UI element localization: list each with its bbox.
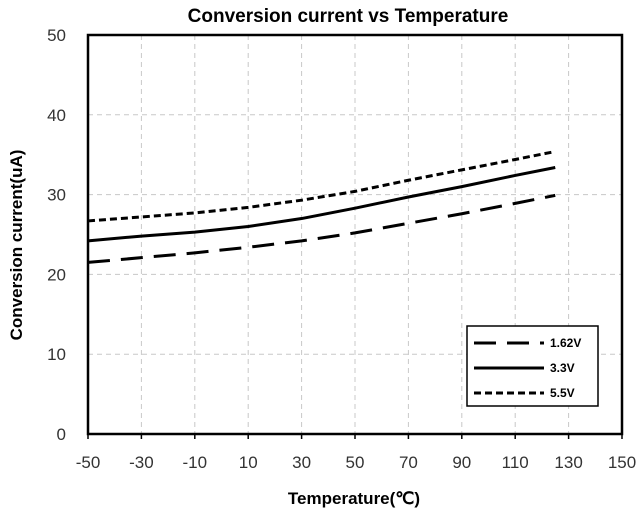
series-lines: [87, 150, 556, 264]
y-tick-label: 10: [47, 345, 66, 364]
x-tick-label: 130: [554, 453, 582, 472]
x-tick-label: -30: [129, 453, 154, 472]
x-tick-label: -50: [76, 453, 101, 472]
y-tick-label: 50: [47, 26, 66, 45]
x-tick-label: 90: [452, 453, 471, 472]
x-tick-labels: -50 -30 -10 10 30 50 70 90 110 130 150: [76, 434, 636, 472]
x-tick-label: 10: [239, 453, 258, 472]
x-axis-title: Temperature(℃): [288, 489, 420, 508]
chart-title: Conversion current vs Temperature: [188, 6, 509, 27]
y-tick-label: 30: [47, 186, 66, 205]
x-tick-label: -10: [183, 453, 208, 472]
legend: 1.62V 3.3V 5.5V: [466, 325, 599, 407]
y-tick-label: 40: [47, 106, 66, 125]
y-tick-label: 20: [47, 265, 66, 284]
y-axis-title: Conversion current(uA): [7, 150, 26, 341]
x-tick-label: 70: [399, 453, 418, 472]
y-tick-labels: 0 10 20 30 40 50: [47, 26, 66, 444]
x-tick-label: 50: [346, 453, 365, 472]
x-tick-label: 30: [292, 453, 311, 472]
series-line-1.62V: [87, 193, 556, 264]
series-line-3.3V: [87, 165, 556, 243]
legend-label: 1.62V: [550, 336, 581, 350]
x-tick-label: 150: [608, 453, 636, 472]
legend-label: 3.3V: [550, 361, 575, 375]
series-line-5.5V: [87, 150, 556, 223]
legend-label: 5.5V: [550, 386, 575, 400]
x-tick-label: 110: [502, 453, 529, 472]
y-tick-label: 0: [57, 425, 66, 444]
